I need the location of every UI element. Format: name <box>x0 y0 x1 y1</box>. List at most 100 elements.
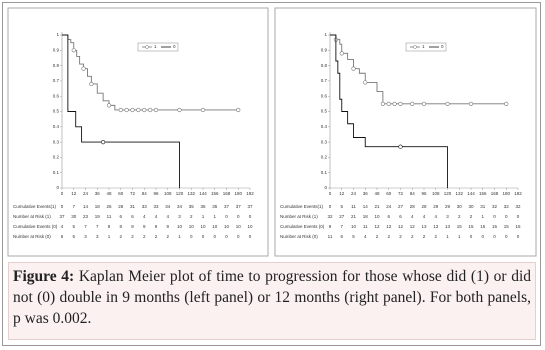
risk-cell: 7 <box>72 204 75 209</box>
risk-cell: 23 <box>83 214 89 219</box>
risk-cell: 10 <box>200 224 206 229</box>
risk-cell: 2 <box>143 234 146 239</box>
censor-mark <box>410 101 415 106</box>
risk-cell: 37 <box>247 204 253 209</box>
y-tick-label: 0.5 <box>321 109 328 114</box>
y-tick-label: 0.4 <box>321 124 328 129</box>
x-tick-label: 132 <box>455 191 463 196</box>
risk-cell: 10 <box>374 214 380 219</box>
risk-cell: 4 <box>61 224 64 229</box>
y-tick-label: 0.2 <box>321 155 328 160</box>
risk-cell: 21 <box>374 204 380 209</box>
legend-marker <box>145 45 149 49</box>
y-tick-label: 0.7 <box>53 78 60 83</box>
x-tick-label: 120 <box>176 191 184 196</box>
y-tick-label: 0.1 <box>53 170 60 175</box>
risk-cell: 4 <box>143 214 146 219</box>
risk-cell: 35 <box>200 204 206 209</box>
y-tick-label: 0.4 <box>53 124 60 129</box>
x-tick-label: 132 <box>187 191 195 196</box>
censor-mark <box>380 101 385 106</box>
risk-cell: 18 <box>363 214 369 219</box>
censor-mark <box>386 101 391 106</box>
censor-mark <box>130 107 135 113</box>
risk-cell: 13 <box>421 224 427 229</box>
risk-cell: 2 <box>131 234 134 239</box>
risk-cell: 0 <box>505 214 508 219</box>
censor-mark <box>136 107 141 113</box>
censor-mark <box>81 66 86 71</box>
risk-cell: 1 <box>108 234 111 239</box>
x-tick-label: 72 <box>130 191 136 196</box>
risk-cell: 10 <box>224 224 230 229</box>
risk-cell: 12 <box>398 224 404 229</box>
risk-cell: 24 <box>386 204 392 209</box>
censor-mark <box>177 107 182 113</box>
legend-marker <box>413 45 417 49</box>
risk-cell: 32 <box>327 214 333 219</box>
x-tick-label: 168 <box>491 191 499 196</box>
risk-cell: 10 <box>247 224 253 229</box>
risk-cell: 1 <box>213 214 216 219</box>
risk-cell: 15 <box>504 224 510 229</box>
risk-cell: 15 <box>480 224 486 229</box>
risk-cell: 2 <box>434 234 437 239</box>
risk-cell: 28 <box>118 204 124 209</box>
x-tick-label: 0 <box>329 191 332 196</box>
risk-cell: 0 <box>470 234 473 239</box>
censor-mark <box>142 107 147 113</box>
risk-cell: 30 <box>457 204 463 209</box>
risk-cell: 14 <box>363 204 369 209</box>
risk-cell: 8 <box>131 224 134 229</box>
risk-cell: 33 <box>142 204 148 209</box>
risk-cell: 32 <box>515 204 521 209</box>
y-tick-label: 0.7 <box>321 78 328 83</box>
risk-cell: 8 <box>108 224 111 229</box>
risk-cell: 18 <box>95 204 101 209</box>
risk-cell: 6 <box>119 214 122 219</box>
risk-cell: 2 <box>399 234 402 239</box>
risk-cell: 10 <box>177 224 183 229</box>
risk-cell: 6 <box>340 234 343 239</box>
risk-cell: 15 <box>515 224 521 229</box>
right-panel <box>274 7 537 257</box>
censor-mark <box>106 103 112 108</box>
censor-mark <box>445 101 450 106</box>
risk-cell: 2 <box>470 214 473 219</box>
risk-cell: 2 <box>166 234 169 239</box>
risk-cell: 5 <box>340 204 343 209</box>
risk-cell: 21 <box>351 214 357 219</box>
risk-cell: 4 <box>166 214 169 219</box>
risk-cell: 15 <box>468 224 474 229</box>
risk-cell: 9 <box>155 224 158 229</box>
censor-mark <box>124 107 129 113</box>
x-tick-label: 12 <box>339 191 345 196</box>
risk-cell: 11 <box>107 214 112 219</box>
risk-cell: 35 <box>212 204 218 209</box>
risk-cell: 35 <box>189 204 195 209</box>
risk-cell: 0 <box>213 234 216 239</box>
x-tick-label: 156 <box>479 191 487 196</box>
x-tick-label: 36 <box>95 191 101 196</box>
risk-cell: 11 <box>328 234 333 239</box>
risk-row-label: Cumulative Events(1) <box>280 204 324 209</box>
censor-mark <box>118 107 123 113</box>
x-tick-label: 180 <box>502 191 510 196</box>
risk-row-label: Number at Risk (0) <box>13 234 51 239</box>
risk-cell: 27 <box>398 204 404 209</box>
risk-cell: 5 <box>72 234 75 239</box>
risk-cell: 0 <box>517 214 520 219</box>
caption-text: Kaplan Meier plot of time to progression… <box>13 268 531 327</box>
risk-cell: 5 <box>72 224 75 229</box>
x-tick-label: 156 <box>211 191 219 196</box>
risk-cell: 19 <box>95 214 101 219</box>
x-tick-label: 24 <box>83 191 89 196</box>
risk-cell: 14 <box>83 204 89 209</box>
risk-cell: 32 <box>492 204 498 209</box>
risk-cell: 7 <box>96 224 99 229</box>
y-tick-label: 1 <box>324 32 327 37</box>
y-tick-label: 0.3 <box>53 139 60 144</box>
risk-cell: 3 <box>96 234 99 239</box>
risk-cell: 0 <box>190 234 193 239</box>
